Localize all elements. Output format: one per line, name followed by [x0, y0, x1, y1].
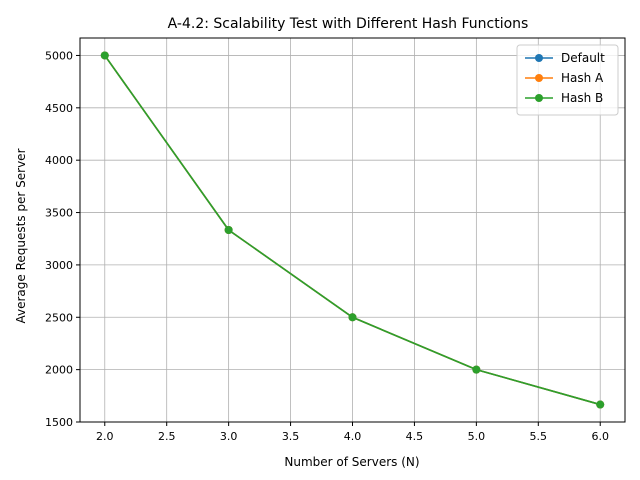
x-tick-label-1: 2.5	[158, 430, 176, 443]
y-tick-label-0: 1500	[45, 416, 73, 429]
series-layer	[100, 51, 605, 409]
legend: Default Hash A Hash B	[516, 44, 619, 116]
data-point-2-4	[596, 400, 605, 409]
x-tick-label-7: 5.5	[530, 430, 548, 443]
y-tick-label-1: 2000	[45, 364, 73, 377]
y-tick-label-3: 3000	[45, 259, 73, 272]
data-point-2-3	[472, 365, 481, 374]
legend-label-0: Default	[561, 51, 605, 65]
data-point-2-1	[224, 226, 233, 235]
y-tick-label-5: 4000	[45, 154, 73, 167]
x-tick-label-0: 2.0	[96, 430, 114, 443]
y-tick-label-6: 4500	[45, 102, 73, 115]
data-point-2-0	[100, 51, 109, 60]
x-tick-label-5: 4.5	[406, 430, 424, 443]
x-tick-label-6: 5.0	[468, 430, 486, 443]
legend-label-2: Hash B	[561, 91, 603, 105]
y-tick-label-2: 2500	[45, 311, 73, 324]
ticks: 2.0 2.5 3.0 3.5 4.0 4.5 5.0 5.5 6.0 1500 2000 2500 3…	[45, 49, 609, 443]
legend-label-1: Hash A	[561, 71, 604, 85]
legend-marker-0	[535, 54, 543, 62]
x-tick-label-4: 4.0	[344, 430, 362, 443]
x-tick-label-3: 3.5	[282, 430, 300, 443]
x-axis-label: Number of Servers (N)	[284, 455, 419, 469]
legend-marker-1	[535, 74, 543, 82]
y-axis-label: Average Requests per Server	[14, 148, 28, 323]
series-hash-b	[100, 51, 605, 409]
y-tick-label-4: 3500	[45, 207, 73, 220]
data-point-2-2	[348, 313, 357, 322]
legend-marker-2	[535, 94, 543, 102]
chart-title: A-4.2: Scalability Test with Different H…	[168, 16, 529, 32]
grid	[80, 38, 625, 423]
x-tick-label-2: 3.0	[220, 430, 238, 443]
y-tick-label-7: 5000	[45, 49, 73, 62]
x-tick-label-8: 6.0	[591, 430, 609, 443]
